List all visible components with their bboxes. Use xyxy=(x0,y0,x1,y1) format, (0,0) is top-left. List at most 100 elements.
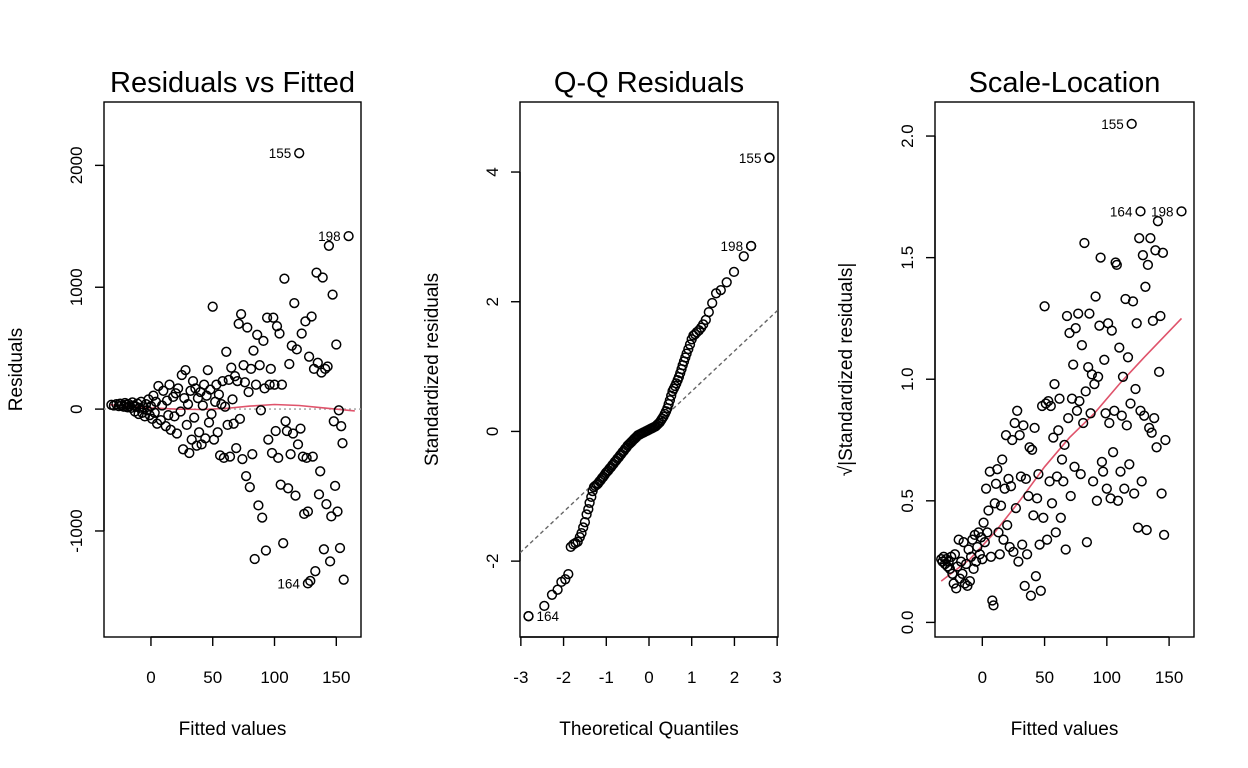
data-point xyxy=(664,395,676,406)
data-point xyxy=(941,554,952,565)
data-point xyxy=(327,289,338,300)
data-point xyxy=(955,556,967,567)
plot-frame xyxy=(103,101,362,638)
data-point xyxy=(995,500,1007,511)
data-point xyxy=(290,490,301,501)
data-point xyxy=(303,351,315,362)
data-point xyxy=(1041,534,1053,545)
data-point xyxy=(586,491,597,503)
data-point xyxy=(222,419,233,431)
x-tick-label: 0 xyxy=(978,668,987,687)
data-point xyxy=(1095,252,1106,263)
data-point xyxy=(1111,259,1122,271)
data-point xyxy=(1104,417,1115,429)
data-point xyxy=(182,399,194,410)
data-point xyxy=(1139,410,1150,421)
data-point xyxy=(1044,476,1055,487)
data-point xyxy=(1080,386,1091,397)
point-label: 164 xyxy=(537,609,560,624)
annotated-point xyxy=(1126,118,1137,130)
data-point xyxy=(1039,301,1050,312)
data-point xyxy=(206,408,217,420)
y-tick-label: 4 xyxy=(483,167,502,176)
data-point xyxy=(1130,383,1141,395)
data-point xyxy=(1034,539,1045,550)
data-point xyxy=(227,394,238,405)
data-point xyxy=(1087,476,1099,487)
data-point xyxy=(205,384,216,395)
data-point xyxy=(1157,247,1169,258)
data-point xyxy=(1002,519,1013,531)
data-point xyxy=(226,362,237,373)
x-tick-label: 50 xyxy=(203,668,222,687)
data-point xyxy=(979,537,990,548)
data-point xyxy=(1094,320,1105,331)
data-point xyxy=(1122,352,1134,363)
data-point xyxy=(1073,308,1084,319)
data-point xyxy=(305,575,316,587)
data-point xyxy=(1013,556,1024,567)
data-point xyxy=(180,364,191,376)
data-point xyxy=(1046,498,1058,509)
data-point xyxy=(1066,393,1078,404)
data-point xyxy=(1074,395,1085,407)
data-point xyxy=(1025,590,1037,601)
data-point xyxy=(198,379,210,390)
y-tick-label: 0 xyxy=(67,404,86,413)
annotated-point xyxy=(1176,206,1187,217)
data-point xyxy=(1014,430,1025,441)
data-point xyxy=(321,499,332,510)
data-point xyxy=(578,522,589,533)
data-point xyxy=(992,464,1003,475)
data-point xyxy=(1153,366,1165,378)
data-point xyxy=(1109,405,1120,416)
data-point xyxy=(232,375,243,387)
data-point xyxy=(191,440,202,451)
data-point xyxy=(245,363,257,375)
data-point xyxy=(291,344,302,355)
data-point xyxy=(1119,483,1130,494)
data-point xyxy=(1112,495,1124,506)
y-tick-label: -1000 xyxy=(67,509,86,552)
data-point xyxy=(239,377,251,388)
data-point xyxy=(185,385,196,396)
x-tick-label: 1 xyxy=(687,668,696,687)
data-point xyxy=(219,401,231,412)
data-point xyxy=(247,449,258,460)
y-tick-label: 0.0 xyxy=(898,611,917,635)
data-point xyxy=(1099,354,1110,365)
chart-title: Scale-Location xyxy=(969,67,1161,99)
data-point xyxy=(1106,325,1117,336)
data-point xyxy=(943,556,954,567)
data-point xyxy=(317,272,328,283)
annotated-point xyxy=(343,230,354,242)
data-point xyxy=(998,534,1009,545)
data-point xyxy=(264,379,275,390)
data-point xyxy=(1078,417,1089,429)
data-point xyxy=(193,427,205,438)
data-point xyxy=(155,414,166,426)
data-point xyxy=(953,534,964,545)
data-point xyxy=(1160,434,1171,446)
data-point xyxy=(988,600,999,611)
data-point xyxy=(311,267,322,278)
data-point xyxy=(1053,425,1064,436)
residuals-vs-fitted-panel: Residuals vs Fitted Fitted values Residual… xyxy=(6,67,362,740)
annotated-point xyxy=(745,240,757,252)
data-point xyxy=(244,481,255,493)
data-point xyxy=(972,541,983,553)
data-point xyxy=(1063,412,1074,424)
data-point xyxy=(331,339,342,350)
data-point xyxy=(1008,546,1019,558)
point-label: 164 xyxy=(1110,204,1133,219)
data-point xyxy=(224,451,236,462)
data-point xyxy=(987,595,998,606)
data-point xyxy=(280,416,291,427)
data-point xyxy=(315,466,326,477)
data-point xyxy=(187,375,199,387)
data-point xyxy=(213,389,225,400)
annotated-point xyxy=(764,152,775,163)
data-point xyxy=(287,428,299,439)
data-point xyxy=(338,574,349,585)
data-point xyxy=(307,451,318,462)
